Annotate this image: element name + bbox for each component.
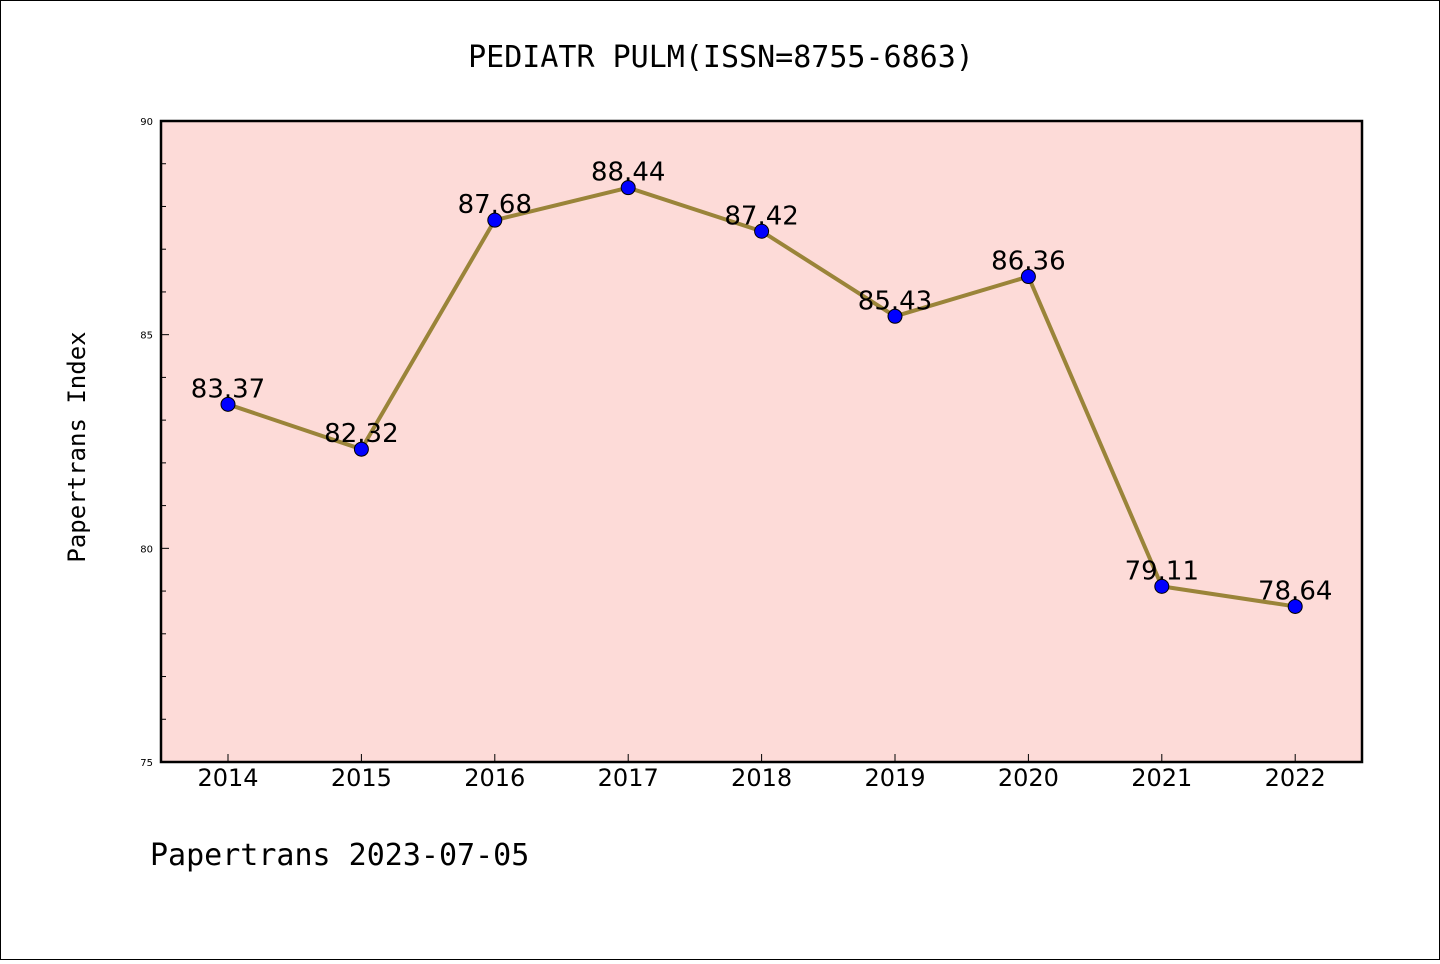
data-label: 87.42 bbox=[724, 201, 798, 231]
data-label: 83.37 bbox=[191, 374, 265, 404]
y-tick-label: 75 bbox=[140, 758, 153, 769]
data-label: 78.64 bbox=[1258, 576, 1332, 606]
data-point bbox=[1154, 578, 1170, 594]
y-axis-label: Papertrans Index bbox=[63, 331, 91, 562]
footer-credit: Papertrans 2023-07-05 bbox=[150, 838, 529, 873]
data-point bbox=[1020, 269, 1036, 285]
x-tick-label: 2021 bbox=[1131, 764, 1192, 792]
data-label: 85.43 bbox=[858, 286, 932, 316]
x-tick-label: 2022 bbox=[1265, 764, 1326, 792]
chart-title: PEDIATR PULM(ISSN=8755-6863) bbox=[468, 40, 974, 75]
x-tick-label: 2016 bbox=[464, 764, 525, 792]
data-point bbox=[754, 223, 770, 239]
x-tick-label: 2015 bbox=[331, 764, 392, 792]
x-tick-label: 2017 bbox=[598, 764, 659, 792]
data-point bbox=[1287, 598, 1303, 614]
data-point bbox=[887, 308, 903, 324]
data-label: 86.36 bbox=[991, 247, 1065, 277]
data-label: 87.68 bbox=[458, 190, 532, 220]
data-label: 88.44 bbox=[591, 158, 665, 188]
x-axis-ticks: 2014 2015 2016 2017 2018 2019 2020 2021 2022 bbox=[197, 754, 1326, 792]
data-point bbox=[353, 441, 369, 457]
data-point bbox=[620, 180, 636, 196]
x-tick-label: 2020 bbox=[998, 764, 1059, 792]
data-labels: 83.37 82.32 87.68 88.44 87.42 85.43 86.36 79.11… bbox=[191, 158, 1333, 607]
x-tick-label: 2019 bbox=[864, 764, 925, 792]
y-tick-label: 80 bbox=[140, 544, 153, 555]
y-tick-label: 90 bbox=[140, 117, 153, 128]
y-axis-ticks: 75 80 85 90 bbox=[140, 117, 169, 769]
data-point bbox=[487, 212, 503, 228]
data-point bbox=[220, 396, 236, 412]
x-tick-label: 2014 bbox=[197, 764, 258, 792]
data-label: 82.32 bbox=[324, 419, 398, 449]
data-points bbox=[220, 180, 1303, 614]
x-tick-label: 2018 bbox=[731, 764, 792, 792]
y-tick-label: 85 bbox=[140, 331, 153, 342]
data-label: 79.11 bbox=[1125, 556, 1199, 586]
